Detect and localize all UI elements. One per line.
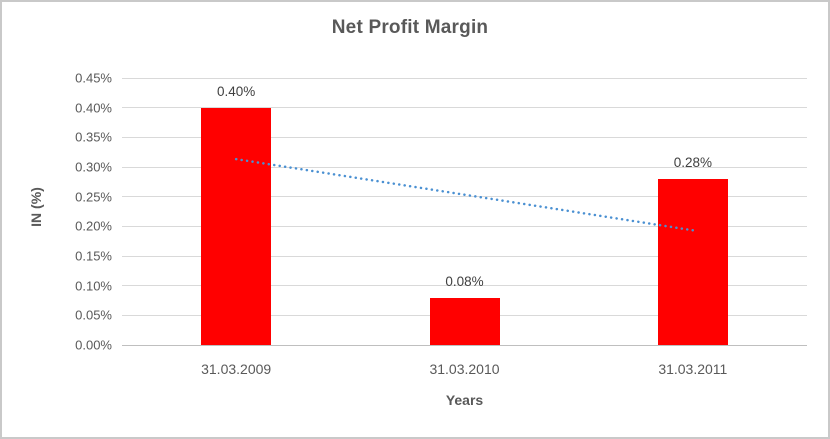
trendline <box>234 157 695 232</box>
gridline <box>122 166 807 168</box>
gridline <box>122 107 807 109</box>
y-tick-label: 0.15% <box>75 248 112 264</box>
x-axis-line <box>122 344 807 346</box>
y-tick-label: 0.05% <box>75 307 112 323</box>
y-tick-label: 0.30% <box>75 159 112 175</box>
data-label: 0.28% <box>673 154 712 170</box>
bar-31.03.2010 <box>429 297 500 345</box>
gridline <box>122 136 807 138</box>
x-axis-title: Years <box>445 392 484 408</box>
y-tick-label: 0.10% <box>75 278 112 294</box>
x-tick-label: 31.03.2009 <box>201 361 272 377</box>
gridline <box>122 196 807 198</box>
y-tick-label: 0.45% <box>75 70 112 86</box>
gridline <box>122 255 807 257</box>
gridline <box>122 225 807 227</box>
y-tick-label: 0.40% <box>75 100 112 116</box>
gridline <box>122 285 807 287</box>
y-tick-label: 0.35% <box>75 129 112 145</box>
bar-31.03.2011 <box>657 178 728 345</box>
gridline <box>122 77 807 79</box>
data-label: 0.40% <box>217 83 256 99</box>
x-tick-label: 31.03.2011 <box>658 361 728 377</box>
trendline-path <box>234 157 695 232</box>
bar-31.03.2009 <box>201 107 272 345</box>
x-tick-label: 31.03.2010 <box>429 361 500 377</box>
data-label: 0.08% <box>445 273 484 289</box>
chart-title: Net Profit Margin <box>331 17 489 38</box>
y-tick-label: 0.00% <box>75 337 112 353</box>
y-tick-label: 0.25% <box>75 189 112 205</box>
y-tick-label: 0.20% <box>75 218 112 234</box>
